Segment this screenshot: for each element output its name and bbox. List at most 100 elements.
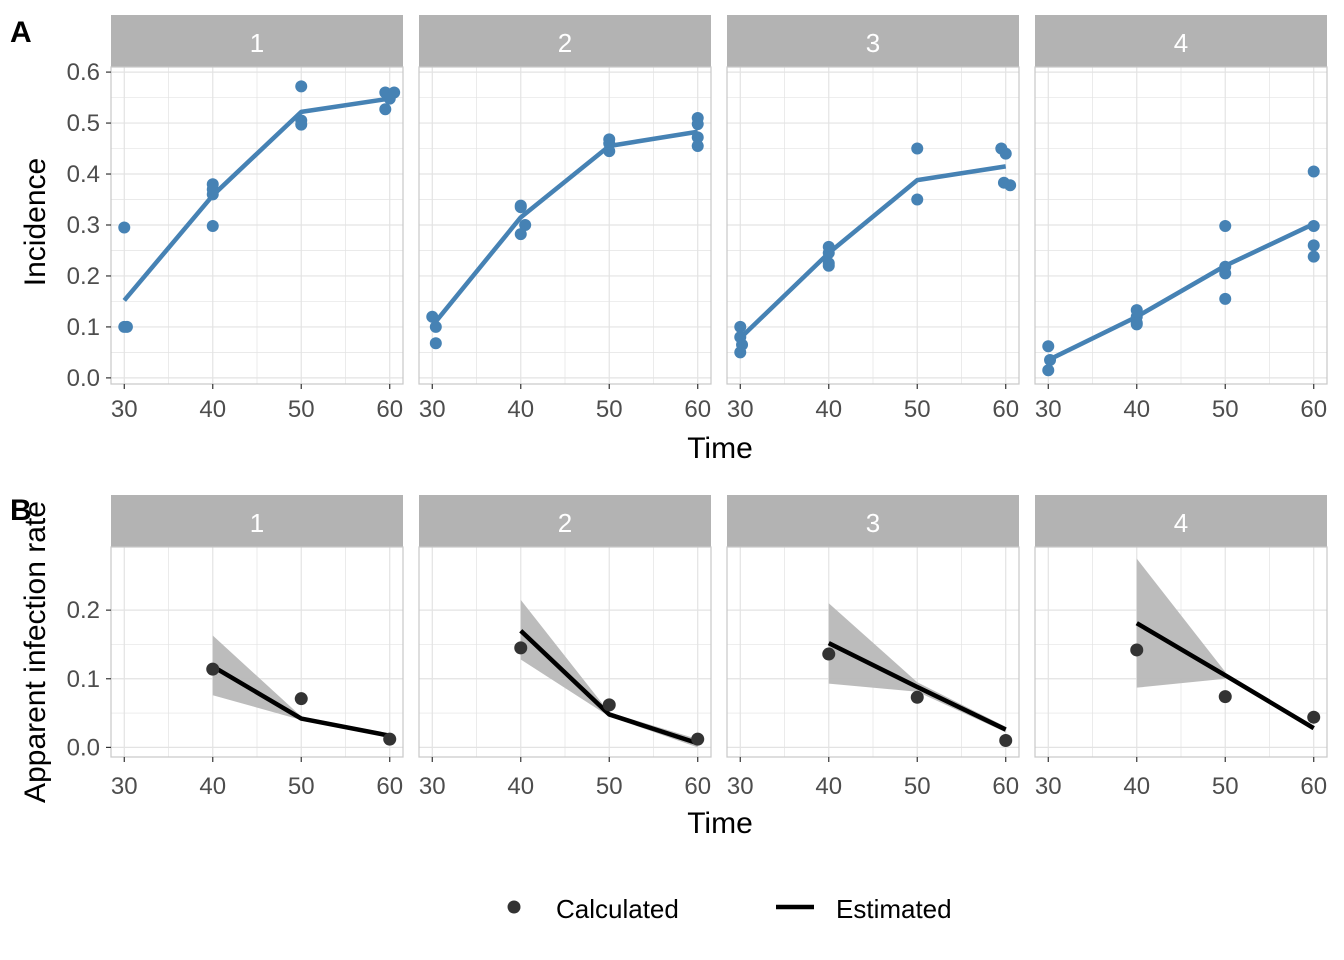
panel-border [418,66,712,385]
incidence-point [295,80,308,93]
y-tick-label: 0.1 [67,314,100,341]
x-tick-label: 50 [904,396,931,423]
x-tick-label: 50 [288,773,315,800]
incidence-line [1047,221,1315,363]
y-tick-label: 0.3 [67,212,100,239]
confidence-ribbon [520,599,698,748]
incidence-point [734,320,747,333]
incidence-point [911,142,924,155]
facet-strip [1035,15,1327,67]
calculated-point [999,734,1013,748]
x-tick-label: 60 [376,773,403,800]
facet-strip-label: 1 [250,28,264,58]
incidence-point [514,228,527,241]
x-tick-label: 30 [111,773,138,800]
facet-strip-label: 3 [866,508,880,538]
y-tick-label: 0.1 [67,666,100,693]
y-tick-label: 0.2 [67,597,100,624]
x-tick-label: 30 [419,396,446,423]
facet-strip [419,15,711,67]
panel-border [418,546,712,758]
incidence-point [1307,250,1320,263]
x-axis-title-a: Time [687,432,753,465]
panel-tag-a: A [10,16,32,49]
calculated-point [602,698,616,712]
facet-strip [1035,495,1327,547]
incidence-point [383,92,396,105]
x-tick-label: 50 [288,396,315,423]
incidence-point [1042,340,1055,353]
x-tick-label: 40 [815,773,842,800]
x-tick-label: 40 [1123,396,1150,423]
estimated-line [211,664,391,738]
estimated-line [1135,621,1315,731]
y-tick-label: 0.5 [67,110,100,137]
calculated-point [514,641,528,655]
facet-strip-label: 4 [1174,28,1188,58]
facet-strip [111,495,403,547]
incidence-point [691,118,704,131]
incidence-point [1004,179,1017,192]
incidence-point [426,310,439,323]
facet-strip-label: 2 [558,508,572,538]
incidence-point [1130,318,1143,331]
facet-b-3: 3 30 40 50 60 [726,495,1020,800]
facet-strip [727,495,1019,547]
x-tick-label: 50 [596,773,623,800]
panel-border [1034,546,1328,758]
y-axis-title-b: Apparent infection rate [19,501,52,803]
incidence-point [734,346,747,359]
y-tick-label: 0.2 [67,263,100,290]
incidence-point [1042,364,1055,377]
estimated-line [827,641,1007,732]
calculated-point [383,732,397,746]
incidence-point [1219,267,1232,280]
panel-tag-b: B [10,494,32,527]
calculated-point [691,732,705,746]
x-tick-label: 30 [1035,396,1062,423]
facet-b-2: 2 30 40 50 60 [418,495,712,800]
incidence-point [429,320,442,333]
panel-border [726,546,1020,758]
confidence-ribbon [1136,558,1226,688]
x-tick-label: 30 [1035,773,1062,800]
incidence-point [822,247,835,260]
incidence-point [379,103,392,116]
calculated-point [822,647,836,661]
x-tick-label: 50 [904,773,931,800]
incidence-point [514,201,527,214]
incidence-point [1044,354,1057,367]
incidence-point [206,220,219,233]
calculated-point [206,662,220,676]
facet-a-4: 4 30 40 50 60 [1034,15,1328,423]
facet-a-1: 1 30 40 50 60 0.0 0.1 0.2 0.3 0.4 0.5 0.6 [67,15,404,423]
x-tick-label: 40 [199,773,226,800]
facet-a-3: 3 30 40 50 60 [726,15,1020,423]
calculated-point [1130,643,1144,657]
x-tick-label: 30 [111,396,138,423]
facet-b-4: 4 30 40 50 60 [1034,495,1328,800]
x-tick-label: 40 [199,396,226,423]
x-tick-label: 50 [596,396,623,423]
x-tick-label: 30 [727,773,754,800]
x-tick-label: 40 [815,396,842,423]
incidence-point [118,221,131,234]
calculated-point [1307,710,1321,724]
panel-border [110,546,404,758]
y-tick-label: 0.0 [67,734,100,761]
incidence-point [1219,220,1232,233]
incidence-point [691,139,704,152]
x-tick-label: 40 [507,773,534,800]
x-tick-label: 60 [1300,396,1327,423]
facet-b-1: 1 30 40 50 60 0.0 0.1 0.2 [67,495,404,800]
incidence-point [1219,292,1232,305]
facet-strip-label: 2 [558,28,572,58]
panel-border [1034,66,1328,385]
x-tick-label: 40 [507,396,534,423]
incidence-line [430,129,699,328]
y-tick-label: 0.4 [67,161,100,188]
facet-strip-label: 1 [250,508,264,538]
panel-border [726,66,1020,385]
facet-strip [419,495,711,547]
